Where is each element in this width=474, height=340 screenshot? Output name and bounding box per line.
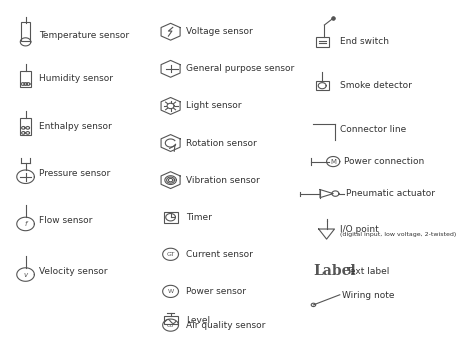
Text: Pneumatic actuator: Pneumatic actuator	[346, 189, 435, 198]
Text: General purpose sensor: General purpose sensor	[186, 64, 294, 73]
Text: Label: Label	[313, 264, 356, 278]
Text: Timer: Timer	[186, 213, 212, 222]
Text: Humidity sensor: Humidity sensor	[39, 74, 113, 83]
Text: (digital input, low voltage, 2-twisted): (digital input, low voltage, 2-twisted)	[340, 232, 456, 237]
Text: Rotation sensor: Rotation sensor	[186, 138, 257, 148]
Text: Power connection: Power connection	[344, 157, 424, 166]
Text: I/O point: I/O point	[340, 224, 379, 234]
Bar	[20, 70, 31, 87]
Bar	[21, 22, 30, 41]
Text: W: W	[167, 289, 173, 294]
Text: Wiring note: Wiring note	[342, 291, 394, 300]
Text: Light sensor: Light sensor	[186, 101, 241, 110]
Text: f: f	[24, 221, 27, 227]
Bar	[316, 37, 329, 47]
Bar	[20, 118, 31, 135]
Bar	[164, 316, 178, 324]
Text: Pressure sensor: Pressure sensor	[39, 169, 110, 178]
Text: Text label: Text label	[346, 267, 390, 276]
Text: Vibration sensor: Vibration sensor	[186, 176, 260, 185]
Bar	[316, 81, 329, 90]
Text: Temperature sensor: Temperature sensor	[39, 31, 129, 40]
Text: Smoke detector: Smoke detector	[340, 81, 411, 90]
Text: co: co	[167, 323, 174, 328]
Text: Connector line: Connector line	[340, 125, 406, 134]
Text: Flow sensor: Flow sensor	[39, 216, 92, 225]
Text: v: v	[24, 272, 27, 277]
Text: End switch: End switch	[340, 37, 389, 46]
Bar	[164, 212, 178, 223]
Text: Current sensor: Current sensor	[186, 250, 253, 259]
Text: Power sensor: Power sensor	[186, 287, 246, 296]
Text: M: M	[330, 158, 336, 165]
Text: Voltage sensor: Voltage sensor	[186, 27, 253, 36]
Text: Velocity sensor: Velocity sensor	[39, 267, 107, 276]
Text: Enthalpy sensor: Enthalpy sensor	[39, 122, 111, 131]
Text: Air quality sensor: Air quality sensor	[186, 321, 265, 329]
Text: Level: Level	[186, 316, 210, 325]
Text: GT: GT	[166, 252, 175, 257]
